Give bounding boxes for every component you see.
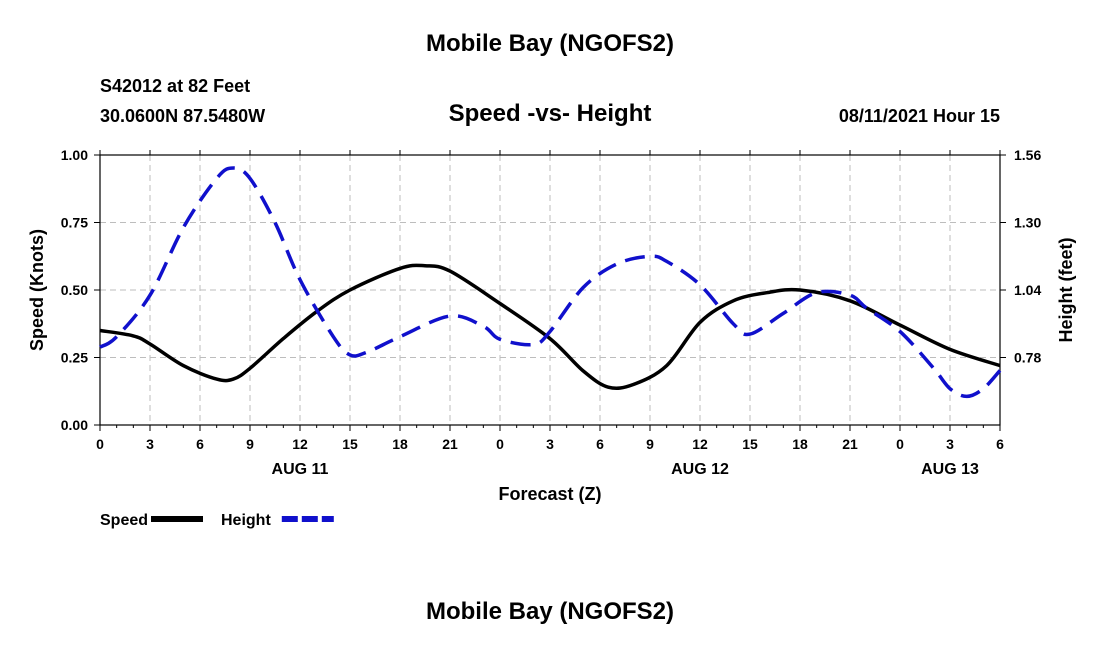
x-tick-label: 0 xyxy=(496,436,504,452)
y-left-tick-label: 0.00 xyxy=(61,417,88,433)
grid xyxy=(100,155,1000,425)
x-tick-label: 6 xyxy=(596,436,604,452)
x-axis-label: Forecast (Z) xyxy=(498,484,601,504)
x-tick-label: 3 xyxy=(546,436,554,452)
series-line-speed xyxy=(99,263,1001,391)
x-tick-label: 15 xyxy=(742,436,758,452)
station-label: S42012 at 82 Feet xyxy=(100,76,251,96)
y-right-tick-label: 0.78 xyxy=(1014,350,1041,366)
x-tick-label: 21 xyxy=(442,436,458,452)
x-tick-label: 3 xyxy=(946,436,954,452)
series-line-height xyxy=(99,166,1002,399)
footer-title: Mobile Bay (NGOFS2) xyxy=(425,598,675,625)
x-tick-label: 12 xyxy=(692,436,708,452)
x-tick-label: 15 xyxy=(342,436,358,452)
day-label: AUG 12 xyxy=(671,461,729,478)
x-tick-label: 9 xyxy=(246,436,254,452)
y-right-tick-label: 1.30 xyxy=(1014,215,1041,231)
legend: Speed Height xyxy=(100,512,334,529)
x-tick-label: 0 xyxy=(96,436,104,452)
x-tick-label: 18 xyxy=(792,436,808,452)
x-tick-label: 3 xyxy=(146,436,154,452)
legend-label-speed: Speed xyxy=(100,512,148,529)
axes: 0 3 6 9 12 15 18 21 0 3 6 9 12 15 18 21 0 3 6 0.00 0.25 0.50 0… xyxy=(27,147,1076,504)
day-label: AUG 13 xyxy=(921,461,979,478)
y-left-tick-label: 0.50 xyxy=(61,282,88,298)
x-tick-label: 0 xyxy=(896,436,904,452)
y-right-axis-label: Height (feet) xyxy=(1056,238,1076,343)
y-left-tick-label: 0.75 xyxy=(61,215,88,231)
y-right-tick-label: 1.04 xyxy=(1014,282,1041,298)
x-tick-label: 6 xyxy=(196,436,204,452)
series xyxy=(99,166,1002,399)
y-left-tick-label: 0.25 xyxy=(61,350,88,366)
y-left-axis-label: Speed (Knots) xyxy=(27,229,47,351)
x-tick-label: 6 xyxy=(996,436,1004,452)
day-label: AUG 11 xyxy=(272,461,329,478)
page-title: Mobile Bay (NGOFS2) xyxy=(425,30,675,57)
x-tick-label: 21 xyxy=(842,436,858,452)
legend-label-height: Height xyxy=(221,512,271,529)
y-right-tick-label: 1.56 xyxy=(1014,147,1041,163)
x-tick-label: 9 xyxy=(646,436,654,452)
x-tick-label: 18 xyxy=(392,436,408,452)
chart-title: Speed -vs- Height xyxy=(448,100,652,127)
forecast-datetime: 08/11/2021 Hour 15 xyxy=(838,106,1000,126)
coordinates-label: 30.0600N 87.5480W xyxy=(100,106,266,126)
x-tick-label: 12 xyxy=(292,436,308,452)
y-left-tick-label: 1.00 xyxy=(61,147,88,163)
plot-frame xyxy=(99,154,1001,426)
